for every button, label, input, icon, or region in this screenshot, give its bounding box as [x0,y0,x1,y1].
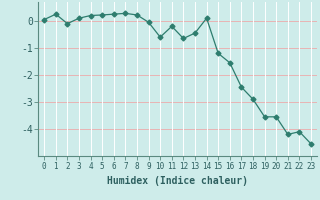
X-axis label: Humidex (Indice chaleur): Humidex (Indice chaleur) [107,176,248,186]
